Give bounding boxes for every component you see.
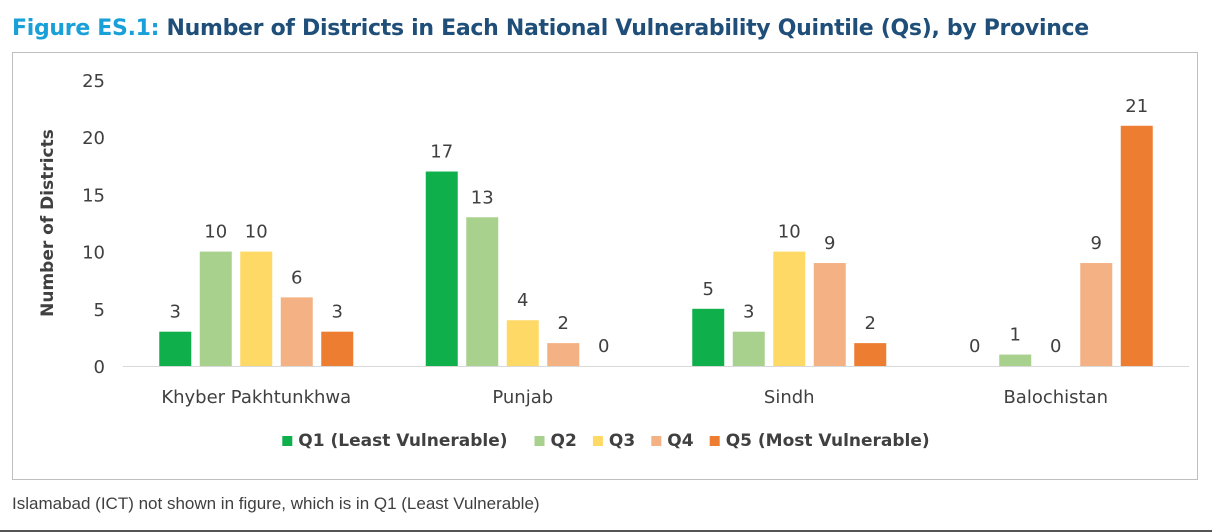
y-tick-label: 20 xyxy=(82,128,105,149)
data-label: 21 xyxy=(1125,96,1148,117)
bar xyxy=(425,171,458,366)
data-label: 2 xyxy=(558,313,569,334)
data-label: 10 xyxy=(778,222,801,243)
data-label: 2 xyxy=(865,313,876,334)
legend-swatch xyxy=(709,436,720,446)
bar xyxy=(199,251,232,366)
data-label: 13 xyxy=(471,187,494,208)
figure-number: Figure ES.1: xyxy=(12,16,160,41)
bar xyxy=(466,217,499,366)
bar xyxy=(159,331,192,366)
legend-label: Q5 (Most Vulnerable) xyxy=(726,431,930,451)
footnote: Islamabad (ICT) not shown in figure, whi… xyxy=(12,494,540,513)
bar xyxy=(999,354,1032,366)
legend-swatch xyxy=(534,436,545,446)
data-label: 5 xyxy=(703,279,714,300)
data-label: 3 xyxy=(170,302,181,323)
y-tick-label: 10 xyxy=(82,243,105,264)
data-label: 9 xyxy=(1091,233,1102,254)
legend-label: Q1 (Least Vulnerable) xyxy=(298,431,507,451)
legend-label: Q2 xyxy=(551,431,577,451)
chart-frame: 0 5 10 15 20 25 Number of Districts 3 10 10 6 3 Khyb… xyxy=(12,52,1198,480)
bar xyxy=(280,297,313,366)
bottom-rule xyxy=(0,530,1212,532)
x-tick-label: Sindh xyxy=(764,387,815,408)
figure-title-text: Number of Districts in Each National Vul… xyxy=(166,16,1090,41)
data-label: 6 xyxy=(291,267,302,288)
data-label: 3 xyxy=(743,302,754,323)
y-tick-label: 5 xyxy=(94,300,105,321)
data-label: 10 xyxy=(245,222,268,243)
bar xyxy=(732,331,765,366)
bar xyxy=(1120,125,1153,366)
bar xyxy=(321,331,354,366)
x-tick-label: Balochistan xyxy=(1003,387,1108,408)
bar xyxy=(240,251,273,366)
bar xyxy=(506,320,539,366)
legend-swatch xyxy=(651,436,662,446)
bar xyxy=(854,343,887,366)
legend-swatch xyxy=(592,436,603,446)
data-label: 9 xyxy=(824,233,835,254)
bar xyxy=(1080,263,1113,366)
legend-label: Q4 xyxy=(667,431,693,451)
bar xyxy=(813,263,846,366)
x-tick-label: Punjab xyxy=(492,387,553,408)
data-label: 0 xyxy=(1050,336,1061,357)
data-label: 1 xyxy=(1010,325,1021,346)
legend-label: Q3 xyxy=(609,431,635,451)
data-label: 4 xyxy=(517,290,528,311)
y-tick-label: 0 xyxy=(94,357,105,378)
data-label: 0 xyxy=(969,336,980,357)
data-label: 17 xyxy=(430,142,453,163)
y-tick-label: 15 xyxy=(82,185,105,206)
bar xyxy=(547,343,580,366)
x-tick-label: Khyber Pakhtunkhwa xyxy=(161,387,351,408)
data-label: 3 xyxy=(332,302,343,323)
data-label: 10 xyxy=(204,222,227,243)
legend-swatch xyxy=(282,436,293,446)
bar xyxy=(692,308,725,366)
y-tick-label: 25 xyxy=(82,71,105,92)
y-axis-title: Number of Districts xyxy=(38,129,58,317)
data-label: 0 xyxy=(598,336,609,357)
bar xyxy=(773,251,806,366)
figure-title: Figure ES.1: Number of Districts in Each… xyxy=(12,14,1089,44)
